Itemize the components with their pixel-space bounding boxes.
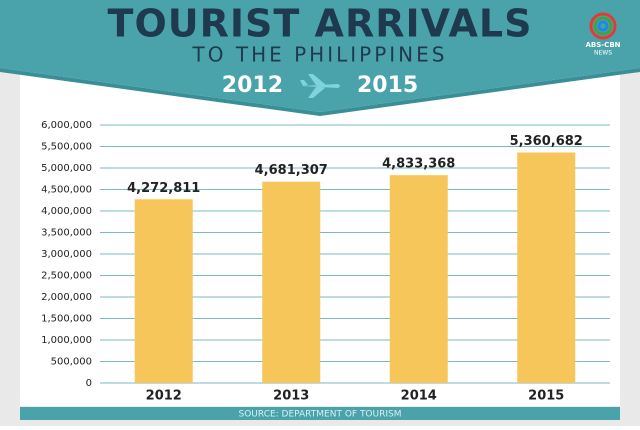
value-label: 5,360,682: [510, 134, 583, 149]
y-tick-label: 3,500,000: [41, 228, 92, 239]
plane-icon: [300, 74, 340, 98]
value-label: 4,272,811: [127, 181, 200, 196]
x-tick-label: 2014: [401, 389, 437, 404]
bar: [134, 199, 193, 383]
y-tick-label: 4,500,000: [41, 185, 92, 196]
logo-text: ABS-CBN: [585, 41, 620, 49]
y-tick-label: 3,000,000: [41, 249, 92, 260]
logo: ABS-CBN NEWS: [585, 12, 621, 57]
chart-subtitle: TO THE PHILIPPINES: [192, 43, 448, 67]
value-label: 4,681,307: [255, 163, 328, 178]
y-tick-label: 2,500,000: [41, 271, 92, 282]
y-tick-label: 500,000: [51, 357, 92, 368]
banner: [0, 0, 640, 112]
y-tick-label: 5,000,000: [41, 163, 92, 174]
logo-subtext: NEWS: [594, 50, 612, 57]
x-tick-label: 2015: [528, 389, 564, 404]
logo-ring: [593, 16, 613, 36]
x-tick-label: 2012: [146, 389, 182, 404]
y-tick-label: 0: [86, 378, 92, 389]
logo-ring: [597, 20, 609, 32]
value-label: 4,833,368: [382, 157, 455, 172]
source-bar: [20, 407, 620, 420]
y-tick-label: 5,500,000: [41, 142, 92, 153]
y-tick-label: 6,000,000: [41, 120, 92, 131]
bar: [517, 152, 576, 383]
bar: [389, 175, 448, 383]
y-tick-label: 2,000,000: [41, 292, 92, 303]
bar: [262, 181, 321, 383]
y-tick-label: 1,500,000: [41, 314, 92, 325]
period-end: 2015: [357, 73, 418, 98]
chart-title: TOURIST ARRIVALS: [108, 2, 533, 46]
y-tick-label: 1,000,000: [41, 335, 92, 346]
x-tick-label: 2013: [273, 389, 309, 404]
y-tick-label: 4,000,000: [41, 206, 92, 217]
source: SOURCE: DEPARTMENT OF TOURISM: [239, 410, 402, 420]
logo-ring: [589, 12, 617, 40]
period-start: 2012: [222, 73, 283, 98]
